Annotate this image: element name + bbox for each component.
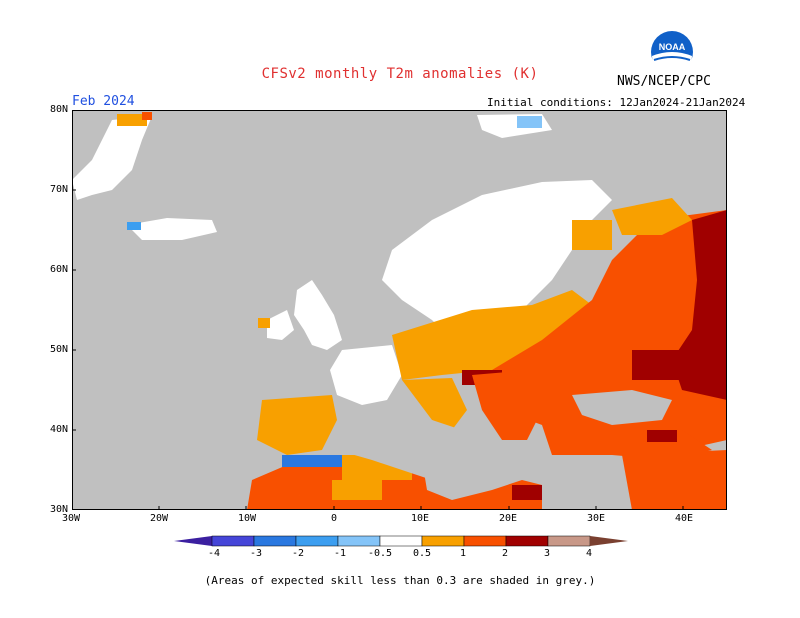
ireland-land (267, 310, 294, 340)
lat-label: 80N (50, 104, 69, 115)
iceland-land (127, 218, 217, 240)
britain-land (294, 280, 342, 350)
greenland-anomaly (117, 114, 147, 126)
middle-east-anomaly (622, 450, 727, 510)
lon-label: 30E (587, 513, 606, 524)
lat-label: 40N (50, 424, 69, 435)
lat-label: 70N (50, 184, 69, 195)
agency-label: NWS/NCEP/CPC (617, 74, 711, 89)
map-frame (72, 110, 727, 510)
lon-label: 0 (331, 513, 338, 524)
balkans-anomaly (472, 370, 542, 440)
forecast-month: Feb 2024 (72, 94, 135, 109)
greenland-land (72, 116, 152, 200)
colorbar-label: 3 (544, 548, 551, 559)
colorbar-label: 1 (460, 548, 467, 559)
colorbar-label: -0.5 (368, 548, 393, 559)
anomaly-map (72, 110, 727, 510)
black-sea (572, 390, 672, 425)
lon-label: 10E (411, 513, 430, 524)
mediterranean-sea (337, 410, 542, 485)
colorbar-label: -2 (292, 548, 305, 559)
colorbar-label: -1 (334, 548, 347, 559)
lat-label: 60N (50, 264, 69, 275)
lon-label: 30W (62, 513, 81, 524)
colorbar-label: 4 (586, 548, 593, 559)
lat-label: 50N (50, 344, 69, 355)
initial-conditions: Initial conditions: 12Jan2024-21Jan2024 (487, 96, 746, 109)
colorbar-label: -4 (208, 548, 221, 559)
colorbar-label: -3 (250, 548, 263, 559)
colorbar-label: 0.5 (413, 548, 432, 559)
italy-anomaly (402, 378, 467, 430)
noaa-logo: NOAA (651, 31, 693, 74)
svg-text:NOAA: NOAA (659, 42, 686, 52)
scandinavia-land (382, 180, 612, 345)
eastern-europe-anomaly (492, 210, 727, 450)
lon-label: 20E (499, 513, 518, 524)
lat-label: 30N (50, 504, 69, 515)
lon-label: 10W (238, 513, 257, 524)
footnote: (Areas of expected skill less than 0.3 a… (204, 574, 596, 587)
colorbar (174, 535, 628, 547)
iberia-anomaly (257, 395, 337, 455)
lon-label: 20W (150, 513, 169, 524)
france-land (330, 345, 402, 405)
map-title: CFSv2 monthly T2m anomalies (K) (261, 66, 539, 82)
colorbar-label: 2 (502, 548, 509, 559)
north-africa-anomaly (247, 455, 542, 510)
lon-label: 40E (675, 513, 694, 524)
